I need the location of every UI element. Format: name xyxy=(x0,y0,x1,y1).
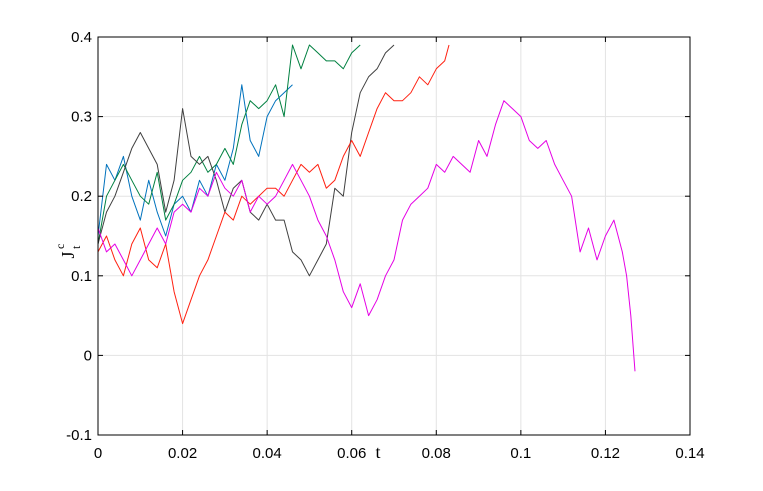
x-tick-label: 0.04 xyxy=(253,445,282,462)
x-tick-label: 0.02 xyxy=(168,445,197,462)
y-tick-label: 0.1 xyxy=(71,268,92,285)
plot-frame xyxy=(97,36,691,436)
series-line-5 xyxy=(97,100,636,372)
plot-area xyxy=(98,37,690,435)
series-layer xyxy=(97,44,636,372)
y-tick-label: -0.1 xyxy=(66,427,92,444)
y-axis-label: J c t xyxy=(53,244,83,259)
x-tick-label: 0.12 xyxy=(591,445,620,462)
y-axis-label-main: J xyxy=(58,251,78,258)
series-line-4 xyxy=(97,44,450,325)
series-line-2 xyxy=(97,44,361,245)
x-tick-label: 0.06 xyxy=(337,445,366,462)
x-axis-label: t xyxy=(375,442,380,462)
x-tick-label: 0.14 xyxy=(675,445,704,462)
ticks xyxy=(97,36,691,436)
y-tick-label: 0.4 xyxy=(71,29,92,46)
x-tick-label: 0.08 xyxy=(422,445,451,462)
tick-labels: 0 0.02 0.04 0.06 0.08 0.1 0.12 0.14-0.100.10.20… xyxy=(66,29,704,462)
series-line-1 xyxy=(97,84,293,237)
y-tick-label: 0.3 xyxy=(71,109,92,126)
x-tick-label: 0.1 xyxy=(510,445,531,462)
y-tick-label: 0.2 xyxy=(71,188,92,205)
y-tick-label: 0 xyxy=(84,347,92,364)
y-axis-label-sup: c xyxy=(53,244,67,249)
x-tick-label: 0 xyxy=(94,445,102,462)
y-axis-label-sub: t xyxy=(69,245,83,249)
